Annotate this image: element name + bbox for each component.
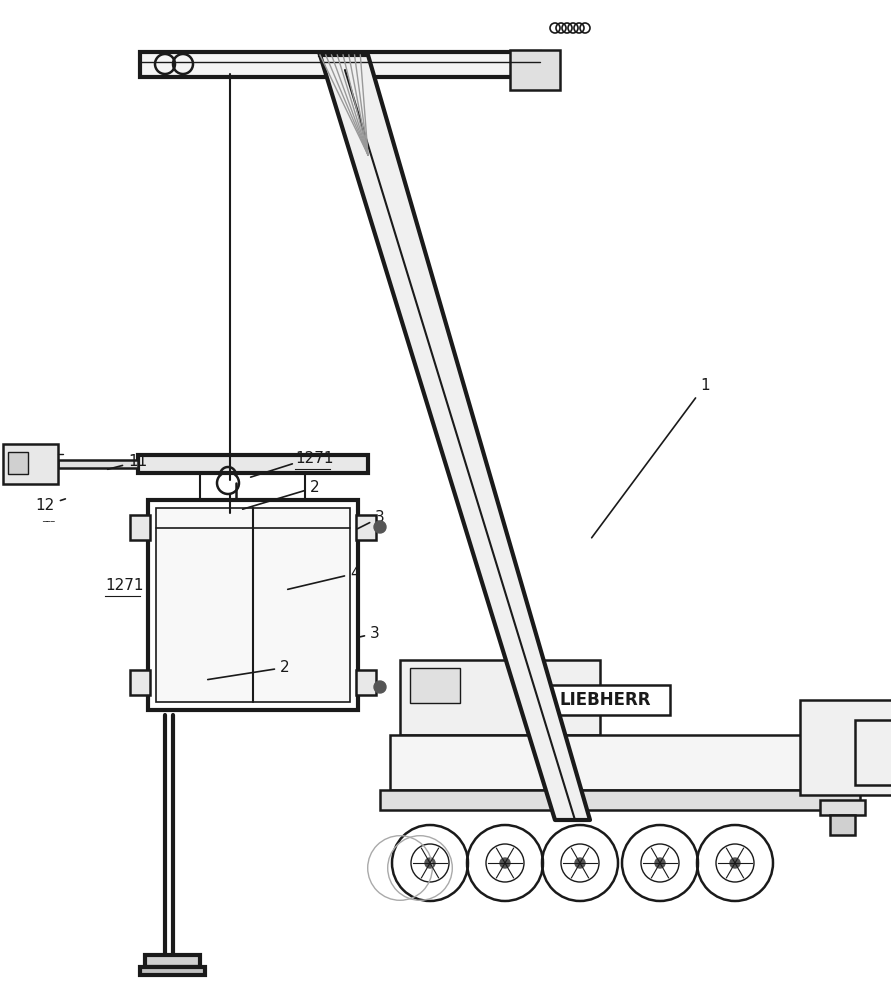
- Circle shape: [374, 681, 386, 693]
- Text: 3: 3: [357, 626, 380, 641]
- Circle shape: [500, 858, 510, 868]
- Text: 1271: 1271: [295, 451, 333, 466]
- Bar: [356, 670, 376, 695]
- Bar: [130, 515, 150, 540]
- Text: ___: ___: [42, 513, 55, 522]
- Bar: [356, 515, 376, 540]
- Text: 2: 2: [242, 480, 320, 509]
- Circle shape: [655, 858, 665, 868]
- Bar: [8, 452, 28, 474]
- Text: 3: 3: [357, 510, 385, 529]
- Text: LIEBHERR: LIEBHERR: [560, 691, 650, 709]
- Text: 4: 4: [288, 566, 360, 589]
- Bar: [140, 967, 205, 975]
- Bar: [410, 668, 460, 703]
- Text: 11: 11: [108, 454, 147, 469]
- Bar: [140, 52, 540, 77]
- Bar: [156, 508, 350, 702]
- Circle shape: [425, 858, 435, 868]
- Polygon shape: [320, 55, 590, 820]
- Bar: [400, 660, 600, 735]
- Text: 12: 12: [36, 498, 65, 513]
- Bar: [800, 700, 891, 795]
- Bar: [148, 500, 358, 710]
- Bar: [145, 955, 200, 967]
- Bar: [380, 790, 860, 810]
- Bar: [540, 685, 670, 715]
- Bar: [855, 720, 891, 785]
- Bar: [820, 800, 865, 815]
- Bar: [138, 455, 368, 473]
- Text: 1271: 1271: [105, 578, 143, 593]
- Bar: [58, 460, 138, 468]
- Circle shape: [730, 858, 740, 868]
- Bar: [830, 815, 855, 835]
- Bar: [390, 735, 850, 790]
- Bar: [510, 50, 560, 90]
- Bar: [226, 513, 234, 525]
- Bar: [130, 670, 150, 695]
- Circle shape: [374, 521, 386, 533]
- Bar: [3, 444, 58, 484]
- Circle shape: [575, 858, 585, 868]
- Text: 2: 2: [208, 660, 290, 680]
- Text: 1: 1: [592, 378, 709, 538]
